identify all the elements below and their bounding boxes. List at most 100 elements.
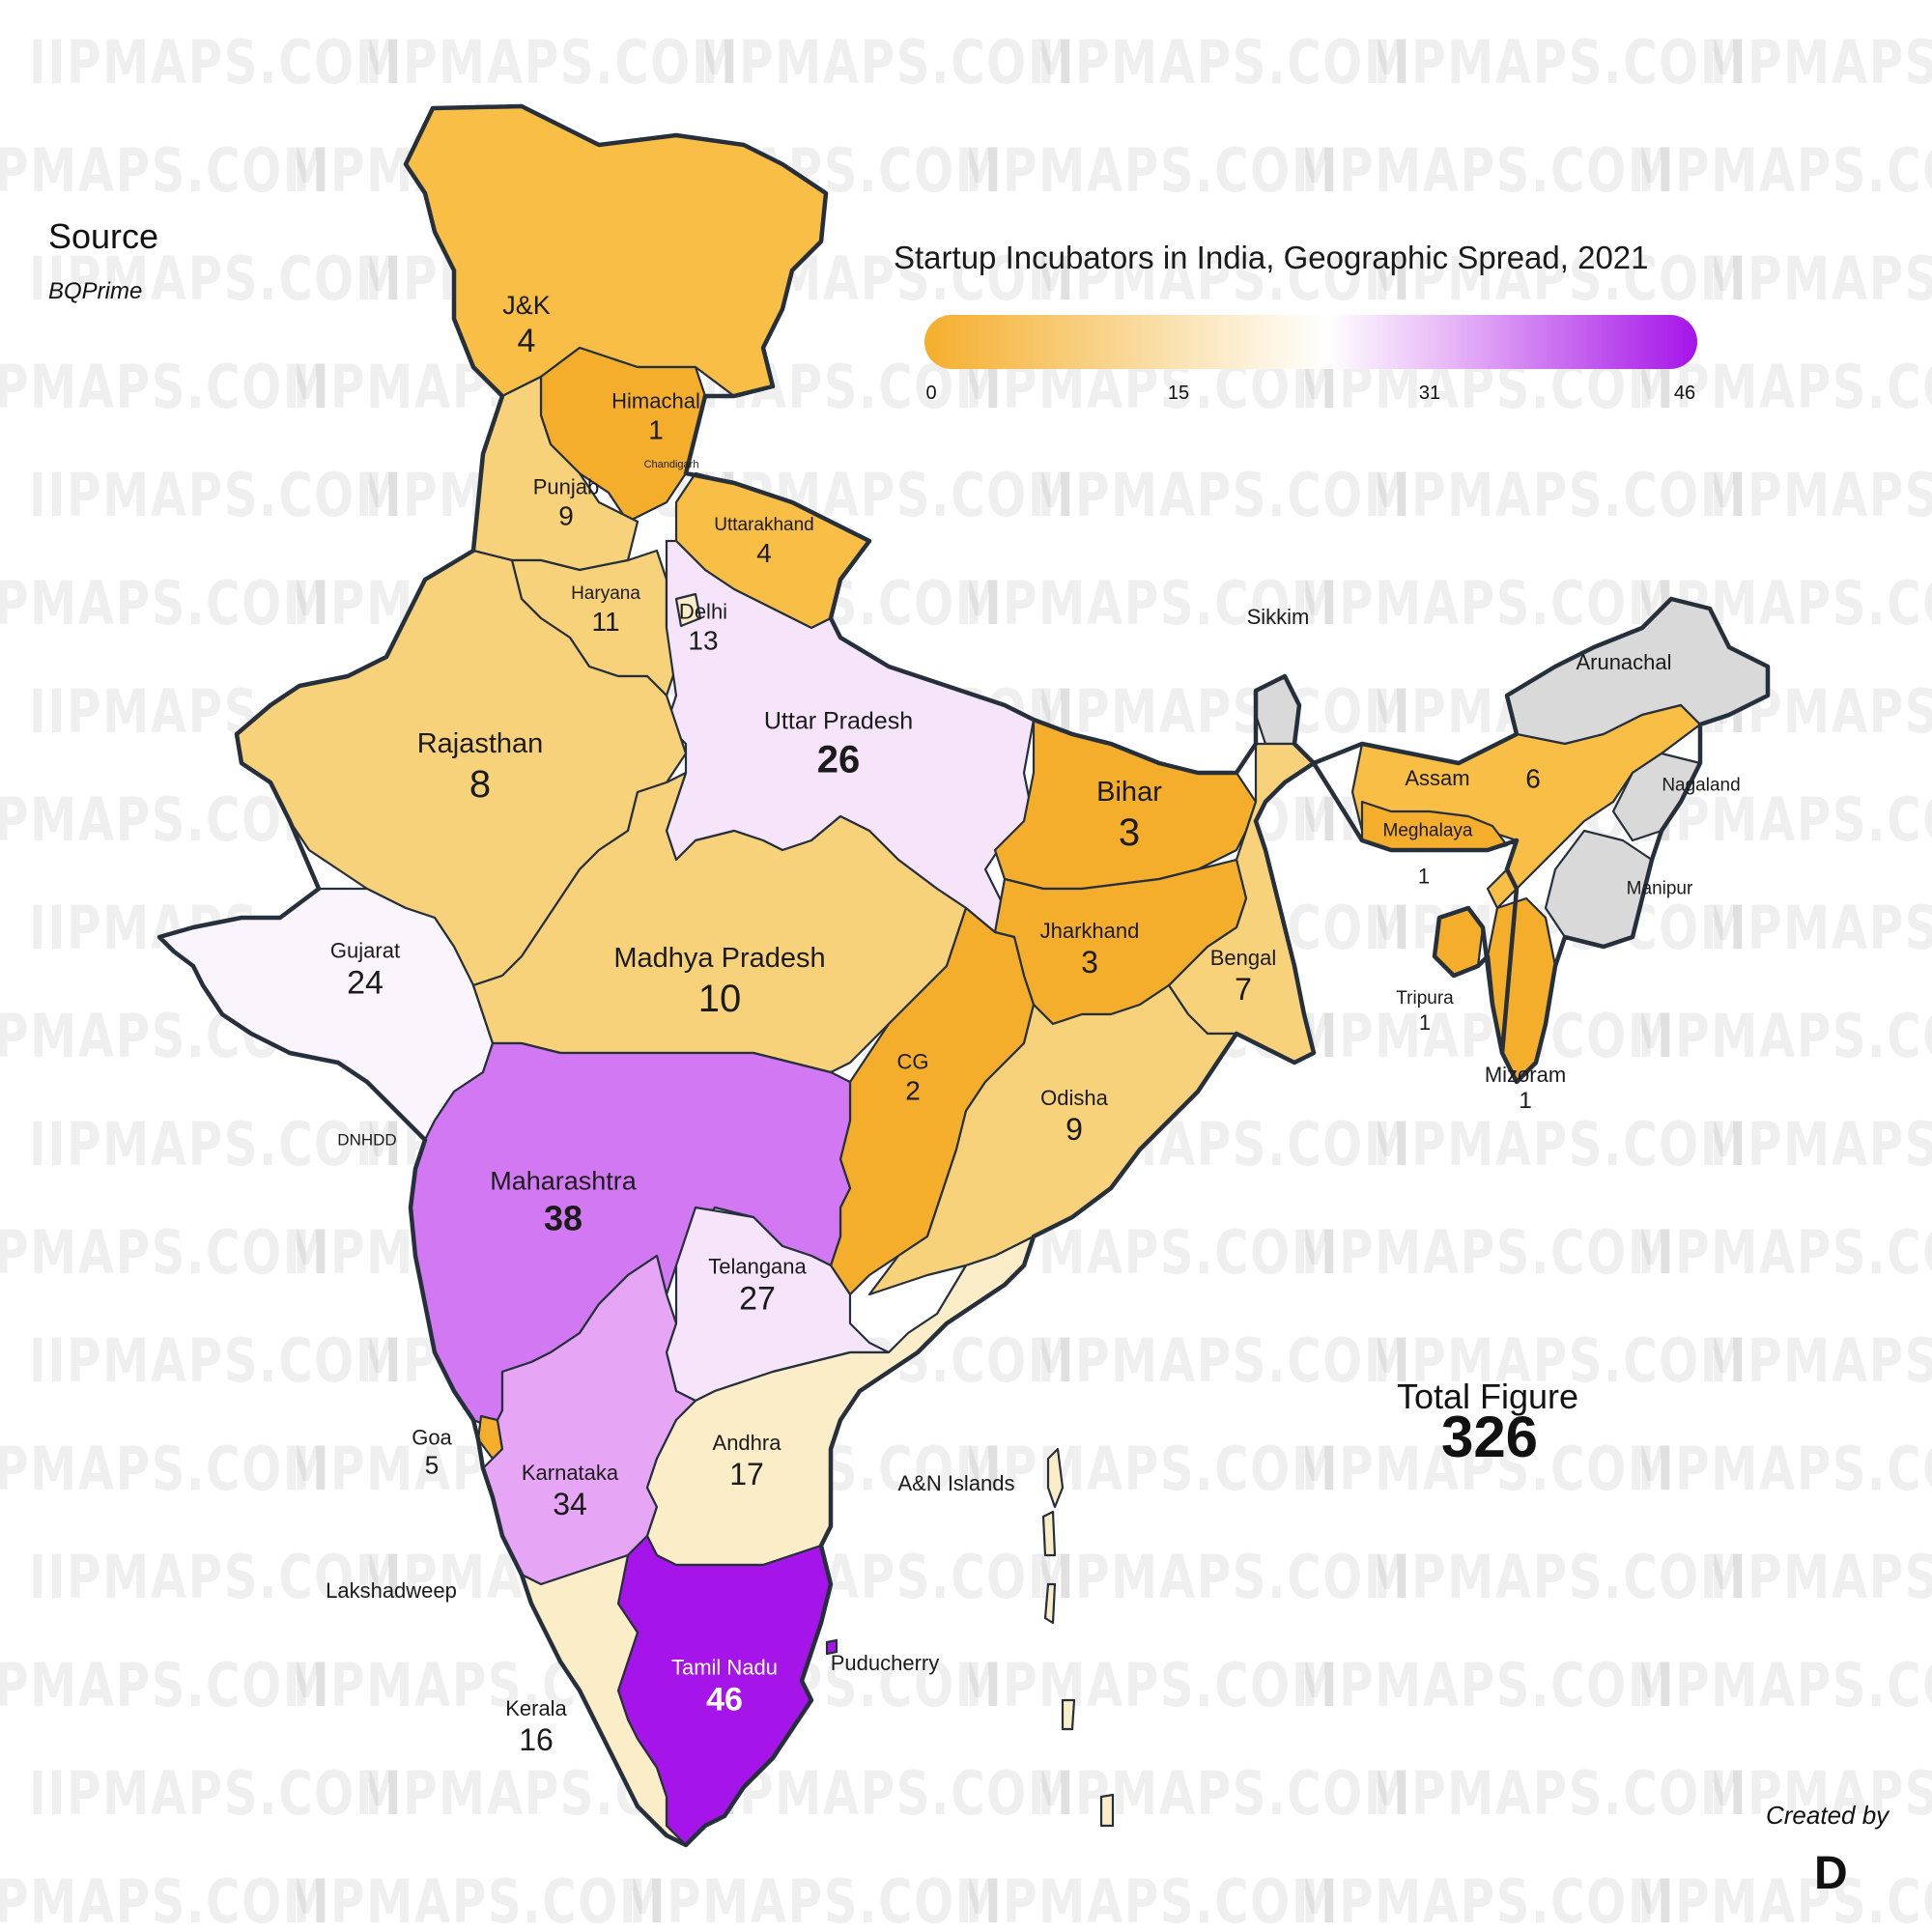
label-karnataka: Karnataka 34 [521,1460,619,1523]
label-meghalaya-value-block: 1 [1418,863,1430,890]
label-andhra: Andhra 17 [712,1430,781,1493]
label-punjab-name: Punjab [532,474,600,499]
india-outline [156,103,1771,1848]
label-jharkhand: Jharkhand 3 [1040,919,1140,981]
label-jk-value: 4 [517,322,536,359]
label-an-islands-name: A&N Islands [897,1470,1015,1495]
label-chandigarh: Chandigarh [644,459,699,470]
label-cg-value: 2 [905,1075,921,1106]
total-figure-value: 326 [1440,1405,1539,1469]
label-telangana: Telangana 27 [708,1254,807,1321]
source-heading: Source [48,216,159,256]
label-punjab-value: 9 [558,500,574,531]
label-goa-name: Goa [412,1425,452,1450]
creator-logo: D [1814,1848,1848,1899]
legend-colorbar [924,315,1697,369]
label-himachal: Himachal 1 [611,389,700,446]
label-bihar: Bihar 3 [1096,777,1162,857]
label-mizoram-name: Mizoram [1484,1062,1567,1087]
label-kerala: Kerala 16 [505,1695,567,1759]
label-uttarakhand-name: Uttarakhand [714,515,814,536]
label-assam-value-block: 6 [1525,762,1541,796]
label-sikkim-name: Sikkim [1246,604,1310,629]
label-haryana-name: Haryana [571,583,640,605]
label-kerala-value: 16 [519,1722,554,1758]
label-gujarat-name: Gujarat [329,938,401,963]
label-jharkhand-value: 3 [1081,945,1098,980]
region-mizoram[interactable] [1486,896,1557,1084]
created-by-label: Created by [1766,1801,1889,1830]
label-meghalaya-name: Meghalaya [1382,820,1473,841]
label-andhra-name: Andhra [712,1430,781,1455]
label-odisha: Odisha 9 [1040,1085,1108,1149]
label-arunachal-name: Arunachal [1576,649,1672,674]
legend-tick-2: 31 [1418,383,1441,404]
label-assam-name: Assam [1405,765,1470,790]
label-sikkim: Sikkim [1246,604,1310,629]
label-up-value: 26 [816,737,861,781]
region-puducherry[interactable] [825,1638,838,1656]
label-lakshadweep-name: Lakshadweep [326,1577,457,1603]
label-jk: J&K 4 [502,290,551,361]
label-rajasthan-name: Rajasthan [416,728,544,760]
label-nagaland: Nagaland [1662,775,1741,797]
label-maharashtra-name: Maharashtra [490,1166,637,1196]
label-nagaland-name: Nagaland [1662,775,1741,796]
label-karnataka-value: 34 [553,1487,587,1522]
label-bengal-name: Bengal [1209,945,1277,970]
label-himachal-name: Himachal [611,388,700,413]
label-mizoram-value: 1 [1519,1088,1532,1115]
label-telangana-value: 27 [739,1280,776,1318]
label-chandigarh-name: Chandigarh [643,458,699,470]
label-delhi-name: Delhi [678,599,728,624]
label-gujarat-value: 24 [347,964,384,1002]
label-karnataka-name: Karnataka [521,1460,619,1485]
label-odisha-name: Odisha [1040,1085,1108,1110]
label-haryana-value: 11 [591,606,620,637]
label-haryana: Haryana 11 [571,583,640,639]
label-telangana-name: Telangana [708,1254,807,1279]
label-tripura: Tripura 1 [1396,988,1453,1036]
label-jk-name: J&K [502,290,551,320]
label-mp-value: 10 [697,977,742,1020]
label-lakshadweep: Lakshadweep [326,1577,457,1603]
label-odisha-value: 9 [1065,1112,1083,1148]
legend-tick-3: 46 [1673,383,1696,404]
label-tripura-value: 1 [1418,1009,1432,1035]
label-cg-name: CG [896,1049,929,1074]
label-manipur: Manipur [1626,878,1693,900]
label-an-islands: A&N Islands [897,1470,1015,1495]
label-goa-value: 5 [424,1450,440,1480]
label-andhra-value: 17 [729,1457,764,1492]
label-puducherry-name: Puducherry [830,1650,940,1675]
label-up: Uttar Pradesh 26 [764,708,913,783]
label-delhi-value: 13 [688,625,719,656]
label-meghalaya-name-block: Meghalaya [1382,820,1473,842]
map-title: Startup Incubators in India, Geographic … [894,240,1649,275]
legend-tick-0: 0 [925,383,937,404]
label-delhi: Delhi 13 [679,600,727,657]
region-delhi[interactable] [674,592,702,628]
label-maharashtra-value: 38 [543,1198,583,1238]
label-rajasthan-value: 8 [469,762,492,806]
label-uttarakhand-value: 4 [756,537,772,568]
label-up-name: Uttar Pradesh [763,707,914,735]
label-rajasthan: Rajasthan 8 [416,728,544,809]
label-arunachal: Arunachal [1576,649,1672,674]
label-tamilnadu-name: Tamil Nadu [670,1655,779,1680]
label-goa: Goa 5 [412,1425,452,1482]
label-meghalaya-value: 1 [1417,864,1431,889]
label-manipur-name: Manipur [1626,878,1693,899]
label-dnhdd-name: DNHDD [337,1130,397,1150]
label-punjab: Punjab 9 [533,475,600,532]
label-cg: CG 2 [897,1050,929,1107]
label-assam-value: 6 [1525,763,1541,794]
label-mp-name: Madhya Pradesh [613,943,826,975]
region-an-islands[interactable] [1041,1447,1115,1828]
label-bihar-value: 3 [1118,810,1141,854]
label-kerala-name: Kerala [505,1695,567,1720]
label-maharashtra: Maharashtra 38 [490,1166,637,1240]
legend-tick-1: 15 [1167,383,1190,404]
label-assam-name-block: Assam [1405,765,1470,790]
